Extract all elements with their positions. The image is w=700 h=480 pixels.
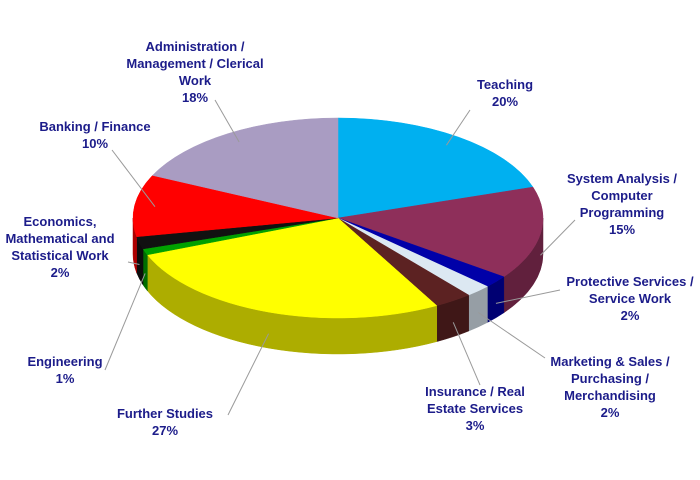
category-label: Insurance / Real Estate Services [425, 384, 525, 416]
data-label: Banking / Finance 10% [25, 118, 165, 152]
slice [337, 117, 534, 219]
category-label: Protective Services / Service Work [566, 274, 694, 306]
value-label: 18% [181, 90, 209, 105]
value-label: 27% [151, 423, 179, 438]
category-label: Administration / Management / Clerical W… [126, 39, 264, 88]
category-label: System Analysis / Computer Programming [566, 171, 678, 220]
data-label: Administration / Management / Clerical W… [125, 38, 265, 106]
data-label: Engineering 1% [0, 353, 135, 387]
slice [337, 186, 544, 278]
value-label: 2% [50, 265, 70, 280]
data-label: Teaching 20% [435, 76, 575, 110]
data-label: Marketing & Sales / Purchasing / Merchan… [540, 353, 680, 421]
leader-line [111, 149, 156, 208]
leader-line [495, 289, 561, 304]
value-label: 1% [55, 371, 75, 386]
category-label: Teaching [476, 77, 534, 92]
category-label: Engineering [27, 354, 103, 369]
slice-side [142, 248, 148, 292]
data-label: Insurance / Real Estate Services 3% [405, 383, 545, 434]
data-label: System Analysis / Computer Programming 15… [552, 170, 692, 238]
leader-line [104, 273, 146, 371]
slice [152, 117, 339, 219]
slice [146, 217, 438, 319]
value-label: 15% [608, 222, 636, 237]
category-label: Banking / Finance [39, 119, 151, 134]
leader-line [452, 322, 481, 386]
value-label: 2% [600, 405, 620, 420]
data-label: Protective Services / Service Work 2% [560, 273, 700, 324]
leader-line [540, 219, 576, 256]
data-label: Further Studies 27% [95, 405, 235, 439]
value-label: 10% [81, 136, 109, 151]
leader-line [214, 99, 240, 143]
category-label: Economics, Mathematical and Statistical … [5, 214, 115, 263]
value-label: 20% [491, 94, 519, 109]
slice [132, 175, 339, 238]
value-label: 2% [620, 308, 640, 323]
leader-line [127, 261, 140, 265]
data-label: Economics, Mathematical and Statistical … [0, 213, 125, 281]
category-label: Marketing & Sales / Purchasing / Merchan… [550, 354, 670, 403]
leader-line [227, 333, 270, 416]
category-label: Further Studies [116, 406, 214, 421]
value-label: 3% [465, 418, 485, 433]
leader-line [478, 312, 546, 359]
leader-line [446, 109, 471, 146]
